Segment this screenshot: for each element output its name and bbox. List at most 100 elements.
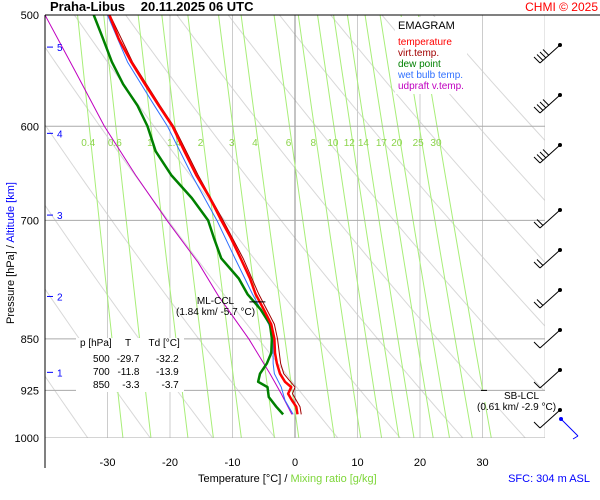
mixing-ratio-line <box>364 15 434 438</box>
table-row: 500 -29.7 -32.2 <box>80 353 180 366</box>
mixing-ratio-label: 12 <box>344 138 356 149</box>
surface-info: SFC: 304 m ASL <box>508 473 590 485</box>
legend-temperature: temperature <box>398 37 452 48</box>
header-title: Praha-Libus 20.11.2025 06 UTC <box>50 0 254 14</box>
dry-adiabat <box>73 15 401 438</box>
dry-adiabat <box>45 375 89 438</box>
table-header-cell: Td [°C] <box>148 338 180 349</box>
date-time: 20.11.2025 06 UTC <box>140 0 254 14</box>
dry-adiabat <box>45 123 276 438</box>
sb-lcl-label: SB-LCL (0.61 km/ -2.9 °C) <box>477 391 557 413</box>
dry-adiabat <box>227 15 545 393</box>
mixing-ratio-label: 25 <box>413 138 425 149</box>
mixing-ratio-line <box>417 15 492 438</box>
dry-adiabat <box>279 15 545 327</box>
series-udpraft-v-temp <box>45 15 293 415</box>
pressure-tick-label: 600 <box>21 121 39 133</box>
legend-title: EMAGRAM <box>398 20 455 32</box>
mixing-ratio-line <box>240 15 300 438</box>
mixing-ratio-line <box>273 15 335 438</box>
pressure-tick-label: 1000 <box>15 433 39 445</box>
wind-barb-icon <box>533 408 562 429</box>
wind-barb-icon <box>533 248 562 269</box>
wind-barb-icon <box>533 288 562 309</box>
legend-virt-temp: virt.temp. <box>398 48 440 59</box>
series-dew-point <box>92 15 285 416</box>
mixing-ratio-line <box>218 15 275 438</box>
summary-table: p [hPa] T Td [°C] 500 -29.7 -32.2 700 -11.8… <box>76 338 184 392</box>
temperature-tick-label: 0 <box>292 457 298 469</box>
separator: / <box>284 473 291 485</box>
station-name: Praha-Libus <box>50 0 126 14</box>
wind-barb-icon <box>533 143 562 164</box>
dry-adiabat <box>125 15 464 438</box>
ml-ccl-detail: (1.84 km/ -5.7 °C) <box>176 307 256 318</box>
table-header: p [hPa] T Td [°C] <box>80 338 180 353</box>
mixing-ratio-label: 10 <box>327 138 339 149</box>
temperature-tick-label: 30 <box>476 457 488 469</box>
altitude-tick-label: 2 <box>57 292 63 303</box>
temperature-tick-label: 10 <box>351 457 363 469</box>
table-header-cell: p [hPa] <box>80 338 112 349</box>
mixing-ratio-line <box>187 15 242 438</box>
mixing-ratio-label: 20 <box>391 138 403 149</box>
pressure-tick-label: 925 <box>21 385 39 397</box>
mixing-ratio-line <box>346 15 415 438</box>
dry-adiabat <box>176 15 526 438</box>
table-row: 850 -3.3 -3.7 <box>80 379 180 392</box>
mixing-ratio-line <box>297 15 362 438</box>
mixing-ratio-axis-label: Mixing ratio [g/kg] <box>290 473 377 485</box>
mixing-ratio-label: 3 <box>229 138 235 149</box>
ml-ccl-label: ML-CCL (1.84 km/ -5.7 °C) <box>176 296 255 318</box>
table-cell: -11.8 <box>117 367 140 378</box>
altitude-tick-label: 1 <box>57 368 63 379</box>
wind-barb-icon <box>533 43 562 64</box>
series-lines <box>45 15 302 416</box>
pressure-tick-label: 700 <box>21 215 39 227</box>
mixing-ratio-line <box>333 15 400 438</box>
mixing-ratio-line <box>400 15 473 438</box>
wind-barbs <box>533 43 579 440</box>
mixing-ratio-line <box>317 15 383 438</box>
table-header-cell: T <box>125 338 132 349</box>
mixing-ratio-label: 2 <box>198 138 204 149</box>
mixing-ratio-label: 1 <box>147 138 153 149</box>
mixing-ratio-label: 6 <box>286 138 292 149</box>
mixing-ratio-label: 14 <box>358 138 370 149</box>
pressure-tick-label: 850 <box>21 334 39 346</box>
series-temperature <box>108 15 299 415</box>
altitude-tick-label: 3 <box>57 211 63 222</box>
wind-barb-icon <box>533 328 562 349</box>
grid: 0.4 0.6 1 1.4 2 3 4 6 8 10 12 14 17 20 25 30 <box>45 15 545 438</box>
table-cell: -3.7 <box>161 380 179 391</box>
mixing-ratio-label: 17 <box>376 138 388 149</box>
table-cell: -13.9 <box>155 367 179 378</box>
y-axis-label: Pressure [hPa] / Altitude [km] <box>5 158 17 348</box>
temperature-tick-label: -30 <box>100 457 116 469</box>
altitude-tick-label: 4 <box>57 129 63 140</box>
table-cell: -3.3 <box>122 380 140 391</box>
credit: CHMI © 2025 <box>525 0 598 14</box>
surface-wind-barb-icon <box>559 417 579 440</box>
table-cell: 500 <box>93 354 110 365</box>
x-axis-label: Temperature [°C] / Mixing ratio [g/kg] <box>198 473 377 485</box>
temperature-axis-label: Temperature [°C] <box>198 473 282 485</box>
ml-ccl-title: ML-CCL <box>196 296 235 307</box>
table-cell: 700 <box>93 367 110 378</box>
wind-barb-icon <box>533 368 562 389</box>
legend-updraft: udpraft v.temp. <box>398 81 464 92</box>
pressure-tick-label: 500 <box>21 10 39 22</box>
mixing-ratio-label: 8 <box>310 138 316 149</box>
mixing-ratio-label: 0.4 <box>81 138 95 149</box>
dry-adiabat <box>381 15 545 202</box>
table-row: 700 -11.8 -13.9 <box>80 366 180 379</box>
altitude-tick-label: 5 <box>57 43 63 54</box>
legend-dew-point: dew point <box>398 59 441 70</box>
legend: EMAGRAM temperature virt.temp. dew point… <box>395 17 467 94</box>
pressure-axis-label: Pressure [hPa] <box>5 251 17 324</box>
mixing-ratio-line <box>161 15 214 438</box>
temperature-tick-label: -10 <box>225 457 241 469</box>
mixing-ratio-label: 30 <box>430 138 442 149</box>
mixing-ratio-label: 1.4 <box>167 138 181 149</box>
